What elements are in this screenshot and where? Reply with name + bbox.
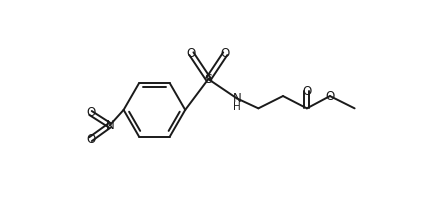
Text: O: O [86, 133, 95, 146]
Text: O: O [86, 106, 95, 119]
Text: O: O [302, 85, 311, 98]
Text: O: O [187, 47, 196, 60]
Text: N: N [105, 119, 114, 132]
Text: O: O [221, 47, 230, 60]
Text: O: O [325, 89, 334, 102]
Text: S: S [204, 73, 212, 86]
Text: H: H [233, 102, 241, 112]
Text: N: N [233, 92, 241, 105]
